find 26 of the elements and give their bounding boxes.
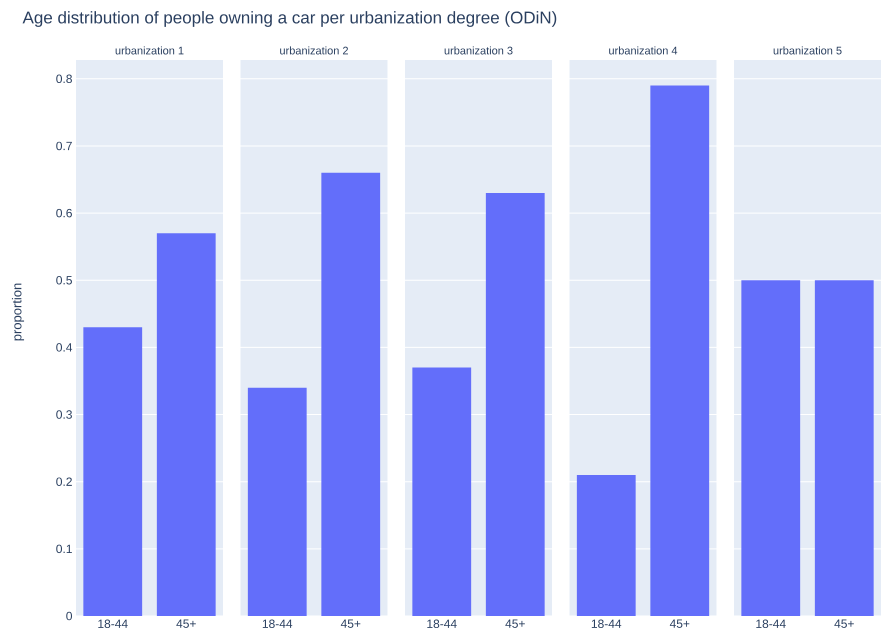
y-tick-label: 0.8 bbox=[56, 74, 72, 84]
y-tick-label: 0.4 bbox=[56, 343, 72, 352]
x-tick-label: 18-44 bbox=[756, 620, 786, 628]
y-tick-label: 0.6 bbox=[56, 208, 72, 218]
y-tick-label: 0.3 bbox=[56, 410, 72, 419]
x-tick-label: 18-44 bbox=[98, 620, 128, 628]
x-tick-label: 45+ bbox=[670, 620, 690, 628]
y-axis-title: proportion bbox=[12, 284, 24, 340]
chart-subtitle: urbanization 2 bbox=[280, 46, 348, 54]
chart-subtitle: urbanization 5 bbox=[774, 46, 842, 54]
x-tick-label: 18-44 bbox=[592, 620, 622, 628]
y-tick-label: 0 bbox=[66, 612, 72, 620]
x-tick-label: 45+ bbox=[834, 620, 854, 628]
y-tick-label: 0.2 bbox=[56, 477, 72, 486]
x-tick-label: 18-44 bbox=[427, 620, 457, 628]
x-tick-label: 18-44 bbox=[262, 620, 292, 628]
chart-subtitle: urbanization 3 bbox=[444, 46, 513, 54]
y-tick-label: 0.1 bbox=[56, 544, 72, 554]
y-tick-label: 0.5 bbox=[56, 276, 72, 284]
x-tick-label: 45+ bbox=[505, 620, 525, 628]
y-tick-label: 0.7 bbox=[56, 142, 72, 150]
chart-subtitle: urbanization 1 bbox=[116, 46, 184, 54]
x-tick-label: 45+ bbox=[340, 620, 360, 628]
chart-subtitle: urbanization 4 bbox=[609, 46, 678, 54]
text: Age distribution of people owning a car per urbanization degree (ODiN) bbox=[22, 11, 556, 27]
x-tick-label: 45+ bbox=[176, 620, 196, 628]
